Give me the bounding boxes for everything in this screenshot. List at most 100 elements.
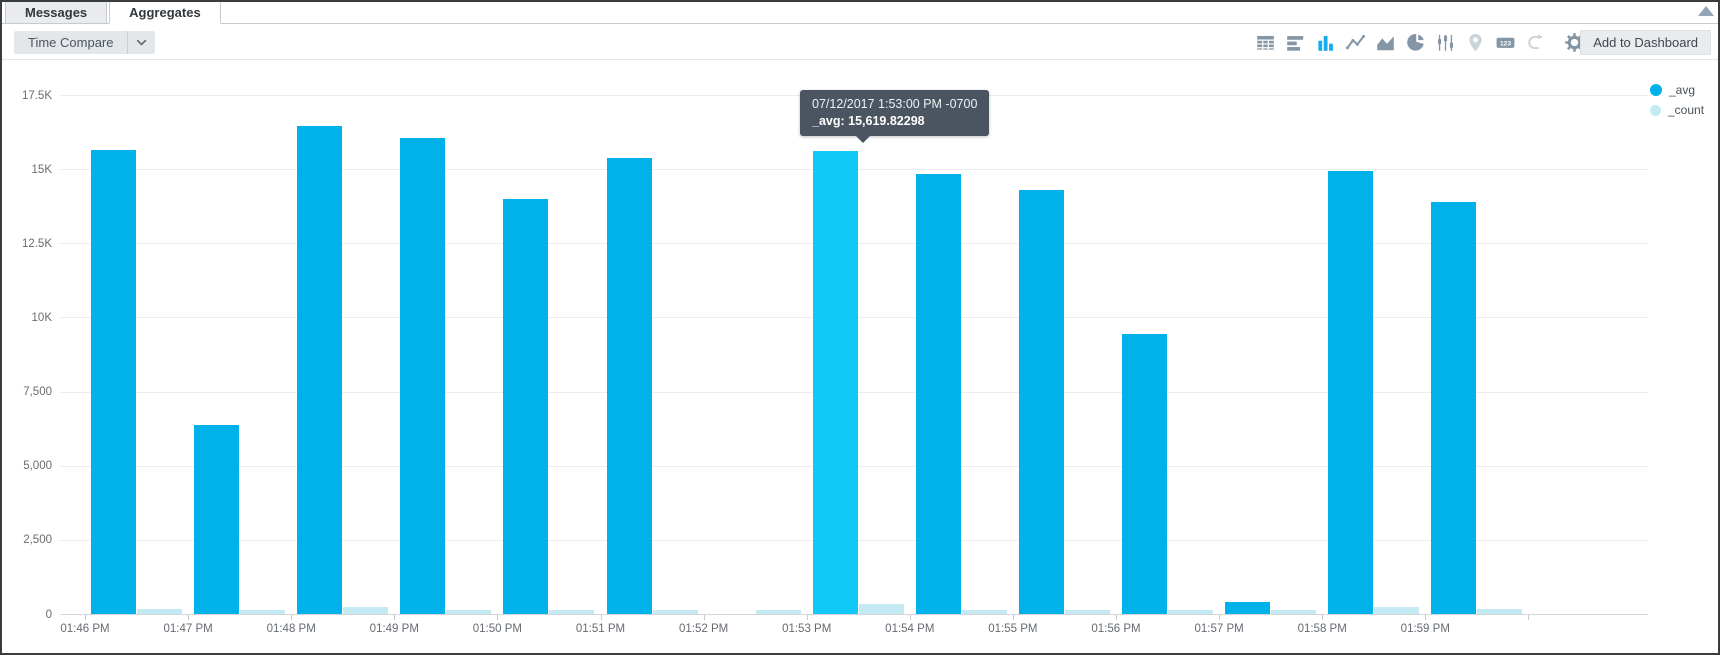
chart-type-icon-row: 123: [1256, 33, 1584, 52]
avg-bar-01-59-PM[interactable]: [1431, 202, 1477, 614]
count-bar-01-46-PM[interactable]: [137, 609, 182, 614]
tooltip-value-line: _avg: 15,619.82298: [812, 114, 977, 128]
x-axis-label: 01:47 PM: [163, 623, 213, 635]
avg-series-dot-icon: [1650, 84, 1662, 96]
count-bar-01-55-PM[interactable]: [1064, 609, 1110, 614]
x-axis-tick: [291, 615, 293, 620]
count-series-dot-icon: [1650, 104, 1661, 116]
y-axis-label: 12.5K: [21, 237, 52, 250]
y-axis-label: 0: [45, 608, 52, 621]
count-bar-01-58-PM[interactable]: [1374, 606, 1420, 614]
count-bar-01-50-PM[interactable]: [549, 610, 595, 614]
avg-bar-01-54-PM[interactable]: [915, 174, 961, 614]
avg-bar-01-47-PM[interactable]: [194, 424, 240, 614]
chart-tooltip: 07/12/2017 1:53:00 PM -0700 _avg: 15,619…: [800, 90, 990, 143]
scroll-up-arrow-icon[interactable]: [1698, 6, 1714, 16]
y-axis-label: 5,000: [23, 460, 52, 473]
avg-bar-01-56-PM[interactable]: [1122, 334, 1167, 614]
avg-bar-01-49-PM[interactable]: [400, 138, 446, 614]
tab-aggregates[interactable]: Aggregates: [109, 2, 221, 24]
legend-label: _avg: [1669, 83, 1696, 97]
box-plot-icon[interactable]: [1436, 33, 1455, 52]
tooltip-timestamp: 07/12/2017 1:53:00 PM -0700: [812, 97, 978, 111]
legend-label: _count: [1668, 103, 1705, 117]
avg-bar-01-48-PM[interactable]: [297, 126, 343, 614]
avg-bar-01-55-PM[interactable]: [1018, 189, 1064, 614]
x-axis-label: 01:53 PM: [782, 623, 832, 635]
transpose-icon: [1526, 33, 1545, 52]
single-value-icon[interactable]: 123: [1496, 33, 1515, 52]
pie-chart-icon[interactable]: [1406, 33, 1425, 52]
x-axis-tick: [1116, 615, 1117, 620]
count-bar-01-57-PM[interactable]: [1271, 609, 1317, 614]
y-axis-label: 10K: [31, 311, 52, 324]
count-bar-01-53-PM[interactable]: [858, 603, 904, 614]
x-axis-tick: [188, 615, 190, 620]
table-icon[interactable]: [1256, 33, 1275, 52]
button-divider: [127, 31, 129, 54]
x-axis-label: 01:58 PM: [1297, 623, 1347, 635]
avg-bar-01-57-PM[interactable]: [1225, 602, 1271, 614]
x-axis-tick: [1219, 615, 1221, 620]
x-axis-label: 01:46 PM: [60, 623, 110, 635]
x-axis-label: 01:49 PM: [369, 623, 419, 635]
x-axis-line: [60, 614, 1648, 615]
legend-item-avg[interactable]: _avg: [1650, 80, 1704, 100]
svg-text:123: 123: [1500, 41, 1511, 48]
line-chart-icon[interactable]: [1346, 33, 1365, 52]
y-axis-label: 17.5K: [21, 89, 52, 102]
area-chart-icon[interactable]: [1376, 33, 1395, 52]
add-to-dashboard-button[interactable]: Add to Dashboard: [1580, 30, 1711, 55]
count-bar-01-59-PM[interactable]: [1477, 609, 1523, 614]
legend-item-count[interactable]: _count: [1650, 100, 1704, 120]
tab-messages[interactable]: Messages: [5, 2, 108, 23]
bar-chart-icon[interactable]: [1286, 33, 1305, 52]
x-axis-tick: [909, 615, 911, 620]
x-axis-tick: [1425, 615, 1427, 620]
avg-bar-01-46-PM[interactable]: [91, 150, 136, 614]
time-compare-label: Time Compare: [28, 35, 114, 50]
x-axis-label: 01:51 PM: [575, 623, 626, 635]
x-axis-label: 01:59 PM: [1400, 623, 1450, 635]
results-tab-strip: Messages Aggregates: [2, 2, 1718, 24]
x-axis-label: 01:50 PM: [472, 623, 522, 635]
y-axis-label: 7,500: [23, 386, 52, 399]
x-axis-tick: [1322, 615, 1324, 620]
x-axis-tick: [394, 615, 396, 620]
x-axis-label: 01:57 PM: [1194, 623, 1244, 635]
x-axis-label: 01:54 PM: [885, 623, 935, 635]
x-axis-tick: [703, 615, 705, 620]
avg-bar-01-58-PM[interactable]: [1328, 170, 1374, 614]
count-bar-01-56-PM[interactable]: [1168, 610, 1213, 614]
chart-legend: _avg _count: [1650, 80, 1704, 120]
chevron-down-icon[interactable]: [128, 31, 155, 54]
count-bar-01-47-PM[interactable]: [240, 610, 286, 614]
x-axis-label: 01:56 PM: [1091, 623, 1141, 635]
x-axis-label: 01:55 PM: [988, 623, 1038, 635]
x-axis-tick: [1528, 615, 1530, 620]
x-axis-tick: [806, 615, 808, 620]
avg-bar-01-50-PM[interactable]: [503, 199, 549, 614]
count-bar-01-49-PM[interactable]: [446, 609, 492, 614]
aggregates-toolbar: Time Compare 123 Add to Dashboard: [2, 25, 1718, 60]
count-bar-01-52-PM[interactable]: [755, 610, 801, 614]
count-bar-01-54-PM[interactable]: [961, 610, 1007, 614]
count-bar-01-51-PM[interactable]: [652, 609, 698, 614]
x-axis-label: 01:48 PM: [266, 623, 316, 635]
tooltip-metric-label: _avg:: [812, 114, 845, 128]
column-chart-icon[interactable]: [1316, 33, 1335, 52]
time-compare-button[interactable]: Time Compare: [14, 31, 156, 54]
y-axis-label: 2,500: [23, 534, 52, 547]
x-axis-tick: [85, 615, 86, 620]
tooltip-pointer: [856, 136, 870, 143]
x-axis-label: 01:52 PM: [678, 623, 729, 635]
avg-bar-01-53-PM[interactable]: [812, 150, 858, 614]
aggregates-chart: _avg _count 07/12/2017 1:53:00 PM -0700 …: [2, 60, 1718, 653]
x-axis-tick: [600, 615, 602, 620]
avg-bar-01-51-PM[interactable]: [606, 158, 652, 614]
y-axis-label: 15K: [31, 163, 52, 176]
x-axis-tick: [1012, 615, 1014, 620]
x-axis-tick: [497, 615, 499, 620]
count-bar-01-48-PM[interactable]: [343, 607, 389, 614]
